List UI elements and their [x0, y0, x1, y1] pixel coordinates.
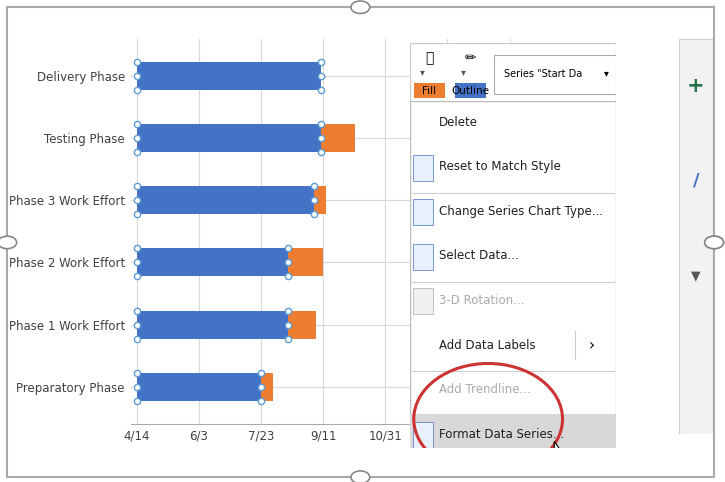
Text: +: +: [687, 76, 705, 96]
Text: ▾: ▾: [461, 67, 466, 77]
Text: ▼: ▼: [691, 269, 701, 282]
FancyBboxPatch shape: [410, 415, 616, 455]
Text: Reset to Match Style: Reset to Match Style: [439, 160, 560, 173]
Text: Format Data Series...: Format Data Series...: [439, 428, 563, 441]
Bar: [289, 248, 323, 277]
Bar: [137, 248, 289, 277]
Text: Select Data...: Select Data...: [439, 249, 518, 262]
FancyBboxPatch shape: [410, 43, 616, 104]
Text: Add Data Labels: Add Data Labels: [439, 339, 535, 352]
Bar: [315, 186, 326, 214]
FancyBboxPatch shape: [679, 39, 713, 434]
Text: Delete: Delete: [439, 116, 478, 129]
FancyBboxPatch shape: [410, 101, 616, 448]
Text: ›: ›: [589, 337, 594, 353]
FancyBboxPatch shape: [455, 82, 486, 97]
Bar: [261, 373, 273, 401]
Text: ✏: ✏: [465, 52, 476, 66]
FancyBboxPatch shape: [413, 288, 434, 314]
Bar: [137, 311, 289, 339]
FancyBboxPatch shape: [413, 155, 434, 181]
Text: /: /: [692, 172, 700, 190]
FancyBboxPatch shape: [494, 55, 616, 94]
Bar: [137, 124, 320, 152]
Text: Fill: Fill: [422, 86, 436, 96]
FancyBboxPatch shape: [413, 422, 434, 448]
Bar: [137, 62, 320, 90]
Text: Outline: Outline: [452, 86, 489, 96]
Text: Series "Start Da: Series "Start Da: [504, 68, 582, 79]
Polygon shape: [554, 442, 570, 482]
Text: 3-D Rotation...: 3-D Rotation...: [439, 294, 524, 307]
FancyBboxPatch shape: [413, 199, 434, 225]
Bar: [137, 373, 261, 401]
Bar: [320, 124, 355, 152]
Text: ▾: ▾: [603, 68, 608, 79]
FancyBboxPatch shape: [413, 244, 434, 270]
Text: ▾: ▾: [420, 67, 425, 77]
Text: 🖌: 🖌: [425, 52, 434, 66]
Text: Add Trendline...: Add Trendline...: [439, 383, 530, 396]
Bar: [289, 311, 315, 339]
FancyBboxPatch shape: [414, 82, 444, 97]
Bar: [137, 186, 315, 214]
Text: Change Series Chart Type...: Change Series Chart Type...: [439, 205, 602, 218]
